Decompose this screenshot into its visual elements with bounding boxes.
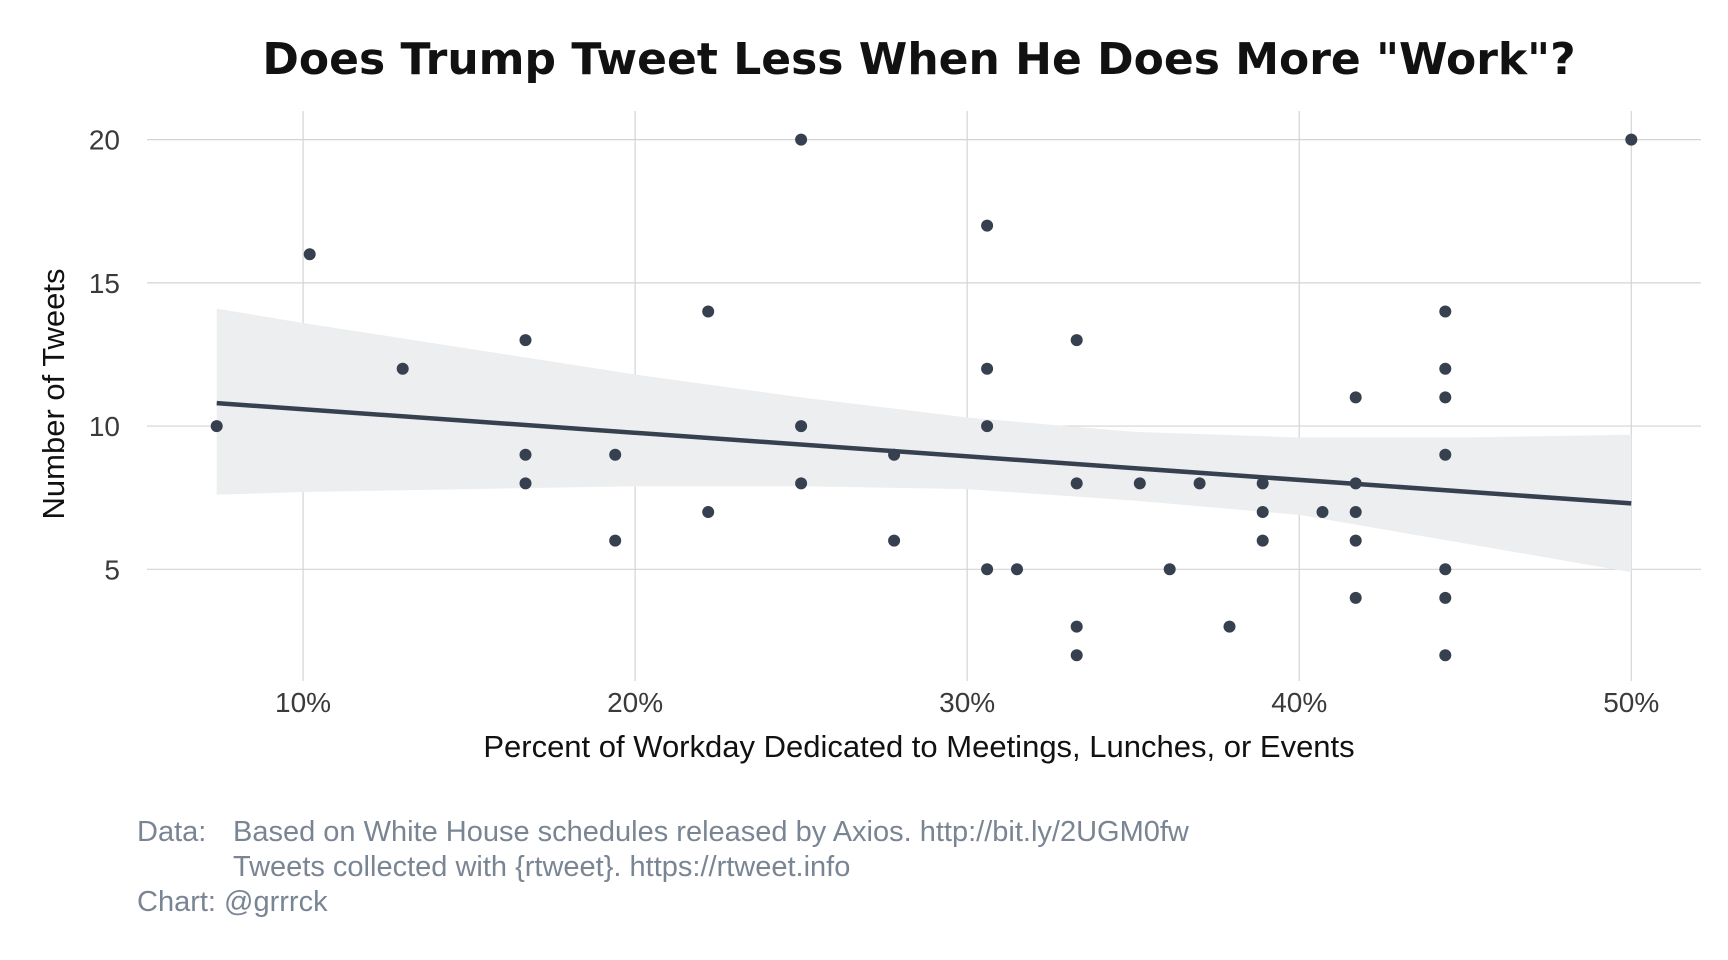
caption-data-source: Based on White House schedules released … [233,816,1189,848]
confidence-band-layer [216,308,1632,573]
data-point [1070,620,1083,633]
y-tick-label: 15 [89,268,120,299]
data-point [1256,477,1269,490]
data-point [795,477,808,490]
data-point [609,534,622,547]
x-axis-title: Percent of Workday Dedicated to Meetings… [483,729,1354,764]
chart-title: Does Trump Tweet Less When He Does More … [262,34,1575,85]
caption-tweets-source: Tweets collected with {rtweet}. https://… [233,851,851,883]
data-point [1439,448,1452,461]
data-point [1349,506,1362,518]
data-point [1070,334,1083,347]
data-point [1256,506,1269,518]
data-point [1316,506,1329,518]
data-point [1133,477,1146,490]
y-tick-label: 10 [89,411,120,442]
data-point [519,448,532,461]
data-point [303,248,316,261]
data-point [210,420,223,433]
data-point [1011,563,1023,576]
y-tick-label: 5 [104,554,120,585]
caption-data-row: Data: Based on White House schedules rele… [137,815,1189,850]
data-point [888,534,901,547]
chart-caption: Data: Based on White House schedules rele… [137,815,1189,920]
caption-data-key: Data: [137,816,207,848]
trend-line [216,400,1632,506]
data-point [1349,534,1362,547]
data-point [888,448,901,461]
data-point [519,334,532,347]
data-point [1223,620,1236,633]
data-point [1439,391,1452,404]
data-point [702,506,715,518]
x-tick-label: 10% [275,687,331,718]
data-point [1256,534,1269,547]
data-point [1193,477,1206,490]
data-point [1070,477,1083,490]
data-point [795,420,808,433]
data-point [1625,133,1638,146]
data-point [396,362,409,375]
x-tick-label: 30% [939,687,995,718]
x-tick-label: 20% [607,687,663,718]
caption-chart-credit: Chart: @grrrck [137,886,328,918]
data-point [609,448,622,461]
data-point [1439,305,1452,318]
data-point [519,477,532,490]
data-point [1439,649,1452,662]
data-point [1349,477,1362,490]
data-point [1349,591,1362,604]
x-axis-tick-labels: 10% 20% 30% 40% 50% [275,687,1659,718]
y-axis-tick-labels: 5 10 15 20 [89,125,120,586]
y-tick-label: 20 [89,125,120,156]
data-point [702,305,715,318]
caption-credit-row: Chart: @grrrck [137,885,1189,920]
data-point [981,362,994,375]
x-tick-label: 50% [1603,687,1659,718]
data-point [1163,563,1176,576]
data-point [1349,391,1362,404]
data-point [1070,649,1083,662]
data-points [210,133,1638,662]
caption-tweets-row: Tweets collected with {rtweet}. https://… [137,850,1189,885]
data-point [981,420,994,433]
data-point [981,219,994,232]
data-point [1439,362,1452,375]
confidence-band [216,308,1632,573]
data-point [795,133,808,146]
data-point [981,563,994,576]
x-tick-label: 40% [1271,687,1327,718]
data-point [1439,563,1452,576]
y-axis-title: Number of Tweets [36,269,71,520]
trend-line-layer [216,400,1632,506]
data-point [1439,591,1452,604]
